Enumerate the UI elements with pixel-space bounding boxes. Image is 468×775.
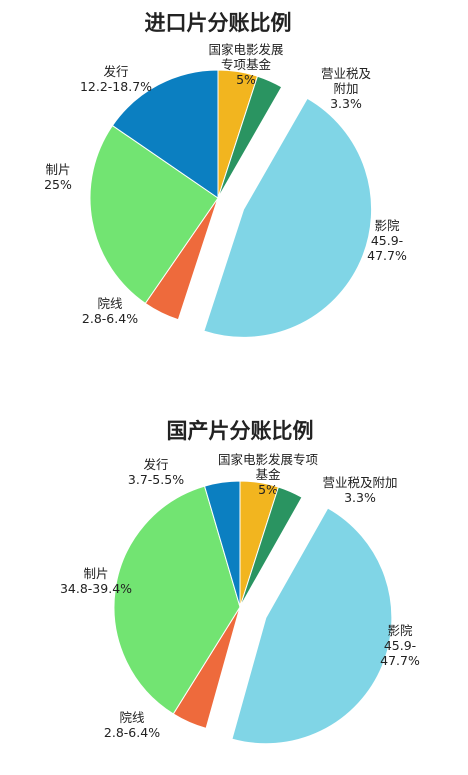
slice-label: 影院 45.9-47.7% [367,218,407,263]
pie-slice [217,75,283,199]
slice-label: 影院 45.9-47.7% [380,623,420,668]
slice-label: 院线 2.8-6.4% [104,710,160,740]
pie-slice [239,486,303,608]
slice-label-line: 3.3% [330,96,362,111]
pie-slice [89,124,219,305]
slice-label-line: 制片 [83,566,108,581]
slice-label-line: 影院 [374,218,400,233]
slice-label-line: 营业税及附加 [322,475,397,490]
slice-label-line: 国家电影发展专项 [218,452,318,467]
slice-label-line: 2.8-6.4% [104,725,160,740]
slice-label: 发行 3.7-5.5% [128,457,184,487]
slice-label-line: 25% [44,177,72,192]
slice-label-line: 专项基金 [221,57,272,72]
slice-label-line: 院线 [97,296,123,311]
slice-label-line: 院线 [119,710,145,725]
slice-label: 国家电影发展专项基金 5% [218,452,318,497]
slice-label-line: 附加 [333,81,358,96]
slice-label-line: 45.9- [371,233,403,248]
slice-label-line: 5% [236,72,256,87]
slice-label: 营业税及附加 3.3% [321,66,372,111]
slice-label-line: 34.8-39.4% [60,581,132,596]
slice-label-line: 影院 [387,623,413,638]
slice-label-line: 12.2-18.7% [80,79,152,94]
slice-label-line: 3.3% [344,490,376,505]
chart-title: 进口片分账比例 [145,11,292,35]
slice-label-line: 基金 [255,467,281,482]
slice-label-line: 发行 [103,64,128,79]
slice-label-line: 发行 [143,457,168,472]
slice-label: 国家电影发展专项基金 5% [208,42,283,87]
chart-title: 国产片分账比例 [167,419,314,443]
pie-slice [111,69,219,199]
slice-label-line: 制片 [45,162,70,177]
pie-slice [203,480,241,608]
slice-label-line: 47.7% [367,248,407,263]
slice-label: 制片 34.8-39.4% [60,566,132,596]
slice-label-line: 营业税及 [321,66,372,81]
slice-label: 制片 25% [44,162,72,192]
slice-label: 发行 12.2-18.7% [80,64,152,94]
slice-label-line: 47.7% [380,653,420,668]
pie-slice [231,507,393,745]
slice-label-line: 45.9- [384,638,416,653]
slice-label: 营业税及附加 3.3% [322,475,397,505]
pie-slice [203,97,373,338]
slice-label-line: 国家电影发展 [208,42,283,57]
slice-label-line: 5% [258,482,278,497]
slice-label-line: 3.7-5.5% [128,472,184,487]
slice-label: 院线 2.8-6.4% [82,296,138,326]
slice-label-line: 2.8-6.4% [82,311,138,326]
pie-slice [113,485,241,715]
